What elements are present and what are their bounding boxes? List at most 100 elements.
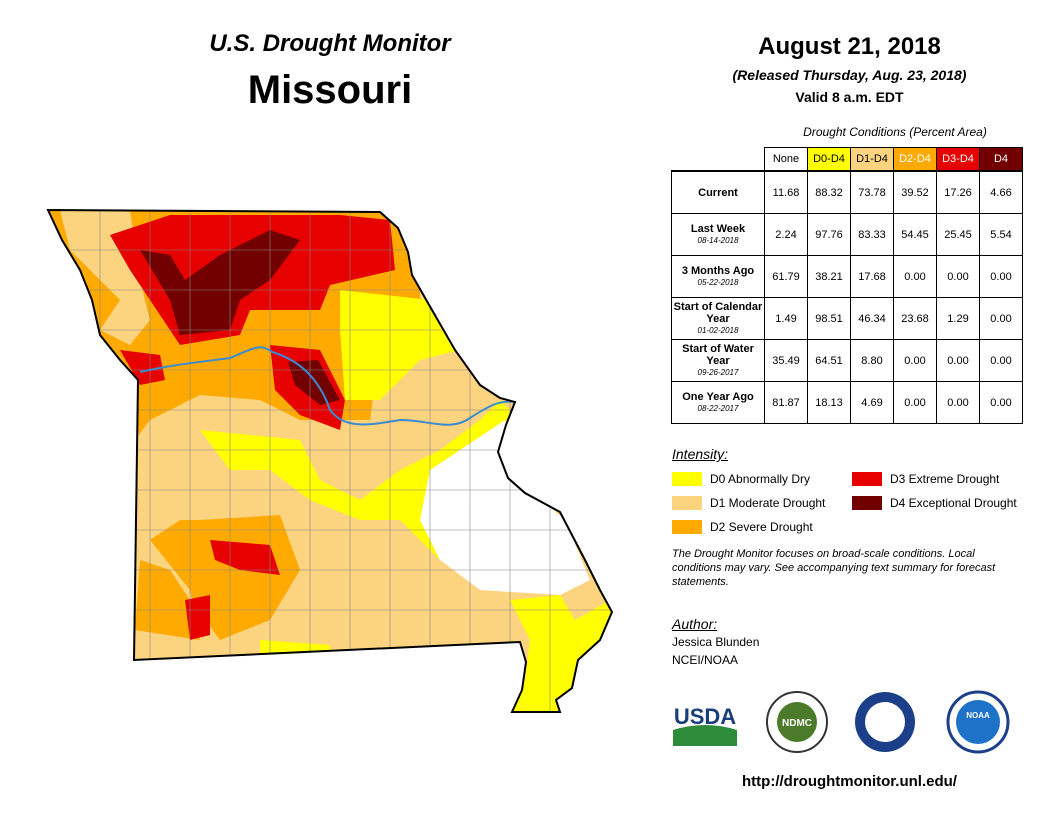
row-name: 3 Months Ago — [681, 264, 755, 277]
cell: 39.52 — [893, 170, 937, 214]
cell: 8.80 — [850, 339, 894, 382]
cell: 0.00 — [979, 297, 1023, 340]
legend-title: Intensity: — [672, 446, 729, 462]
logo-commerce-inner — [865, 702, 905, 742]
legend-label: D1 Moderate Drought — [710, 496, 826, 510]
cell: 0.00 — [979, 255, 1023, 298]
cell: 1.29 — [936, 297, 980, 340]
column-header: D1-D4 — [850, 147, 894, 172]
cell: 0.00 — [979, 381, 1023, 424]
row-label: Last Week 08-14-2018 — [671, 213, 765, 256]
legend-swatch — [672, 472, 702, 486]
cell: 0.00 — [979, 339, 1023, 382]
row-date: 05-22-2018 — [697, 277, 739, 287]
legend: Intensity: D0 Abnormally Dry D3 Extreme D… — [672, 446, 1032, 546]
legend-item: D2 Severe Drought — [672, 520, 813, 534]
table-caption: Drought Conditions (Percent Area) — [803, 125, 987, 139]
logos: USDA NDMC NOAA — [673, 690, 1010, 754]
table-row: Start of Calendar Year 01-02-2018 1.49 98.5… — [671, 297, 1023, 340]
cell: 0.00 — [893, 255, 937, 298]
header-row: None D0-D4 D1-D4 D2-D4 D3-D4 D4 — [671, 147, 1023, 172]
row-label: One Year Ago 08-22-2017 — [671, 381, 765, 424]
row-label: Start of Calendar Year 01-02-2018 — [671, 297, 765, 340]
cell: 1.49 — [764, 297, 808, 340]
legend-item: D1 Moderate Drought — [672, 496, 825, 510]
cell: 88.32 — [807, 170, 851, 214]
cell: 61.79 — [764, 255, 808, 298]
cell: 25.45 — [936, 213, 980, 256]
column-header: None — [764, 147, 808, 172]
cell: 0.00 — [936, 255, 980, 298]
legend-item: D0 Abnormally Dry — [672, 472, 810, 486]
row-name: One Year Ago — [682, 390, 754, 403]
cell: 4.66 — [979, 170, 1023, 214]
row-label: Start of Water Year 09-26-2017 — [671, 339, 765, 382]
table-row: Current 11.68 88.32 73.78 39.52 17.26 4.66 — [671, 170, 1023, 214]
cell: 0.00 — [893, 339, 937, 382]
legend-label: D4 Exceptional Drought — [890, 496, 1017, 510]
cell: 5.54 — [979, 213, 1023, 256]
column-header: D4 — [979, 147, 1023, 172]
legend-label: D2 Severe Drought — [710, 520, 813, 534]
legend-swatch — [672, 496, 702, 510]
cell: 4.69 — [850, 381, 894, 424]
author: Author: Jessica Blunden NCEI/NOAA — [672, 615, 759, 669]
cell: 17.26 — [936, 170, 980, 214]
cell: 2.24 — [764, 213, 808, 256]
missouri-river — [139, 346, 516, 426]
cell: 0.00 — [893, 381, 937, 424]
cell: 73.78 — [850, 170, 894, 214]
legend-item: D3 Extreme Drought — [852, 472, 999, 486]
author-heading: Author: — [672, 616, 718, 632]
column-header: D0-D4 — [807, 147, 851, 172]
legend-swatch — [852, 472, 882, 486]
title: U.S. Drought Monitor — [209, 30, 451, 57]
column-header: D3-D4 — [936, 147, 980, 172]
logo-noaa-disc — [956, 700, 1000, 744]
logo-ndmc: NDMC — [782, 718, 812, 729]
table-row: Last Week 08-14-2018 2.24 97.76 83.33 54.45 25… — [671, 213, 1023, 256]
cell: 81.87 — [764, 381, 808, 424]
cell: 18.13 — [807, 381, 851, 424]
cell: 98.51 — [807, 297, 851, 340]
note: The Drought Monitor focuses on broad-sca… — [672, 548, 996, 588]
cell: 38.21 — [807, 255, 851, 298]
cell: 64.51 — [807, 339, 851, 382]
cell: 83.33 — [850, 213, 894, 256]
cell: 35.49 — [764, 339, 808, 382]
row-label: Current — [671, 170, 765, 214]
cell: 23.68 — [893, 297, 937, 340]
row-date: 09-26-2017 — [697, 367, 739, 377]
column-header: D2-D4 — [893, 147, 937, 172]
conditions-table: None D0-D4 D1-D4 D2-D4 D3-D4 D4 Current 11.68 88… — [671, 147, 1023, 424]
cell: 11.68 — [764, 170, 808, 214]
row-date: 08-14-2018 — [697, 235, 739, 245]
logo-ndmc-disc — [777, 702, 817, 742]
drought-areas — [48, 210, 612, 712]
valid-time: Valid 8 a.m. EDT — [795, 89, 904, 105]
row-name: Current — [698, 186, 738, 199]
table-row: Start of Water Year 09-26-2017 35.49 64.51 8… — [671, 339, 1023, 382]
table-row: One Year Ago 08-22-2017 81.87 18.13 4.69 0.00… — [671, 381, 1023, 424]
cell: 0.00 — [936, 339, 980, 382]
legend-swatch — [672, 520, 702, 534]
url: http://droughtmonitor.unl.edu/ — [742, 773, 957, 790]
legend-swatch — [852, 496, 882, 510]
corner — [671, 147, 765, 172]
table-row: 3 Months Ago 05-22-2018 61.79 38.21 17.68 0.0… — [671, 255, 1023, 298]
row-date: 08-22-2017 — [697, 403, 739, 413]
row-name: Last Week — [690, 222, 746, 235]
legend-item: D4 Exceptional Drought — [852, 496, 1017, 510]
map — [47, 209, 613, 713]
cell: 0.00 — [936, 381, 980, 424]
cell: 54.45 — [893, 213, 937, 256]
logo-noaa: NOAA — [966, 711, 990, 720]
author-name: Jessica Blunden — [672, 635, 760, 649]
row-date: 01-02-2018 — [697, 325, 739, 335]
logo-usda-field — [673, 725, 737, 746]
cell: 97.76 — [807, 213, 851, 256]
row-name: Start of Water Year — [682, 342, 754, 367]
state-name: Missouri — [247, 68, 413, 112]
date: August 21, 2018 — [758, 33, 941, 60]
